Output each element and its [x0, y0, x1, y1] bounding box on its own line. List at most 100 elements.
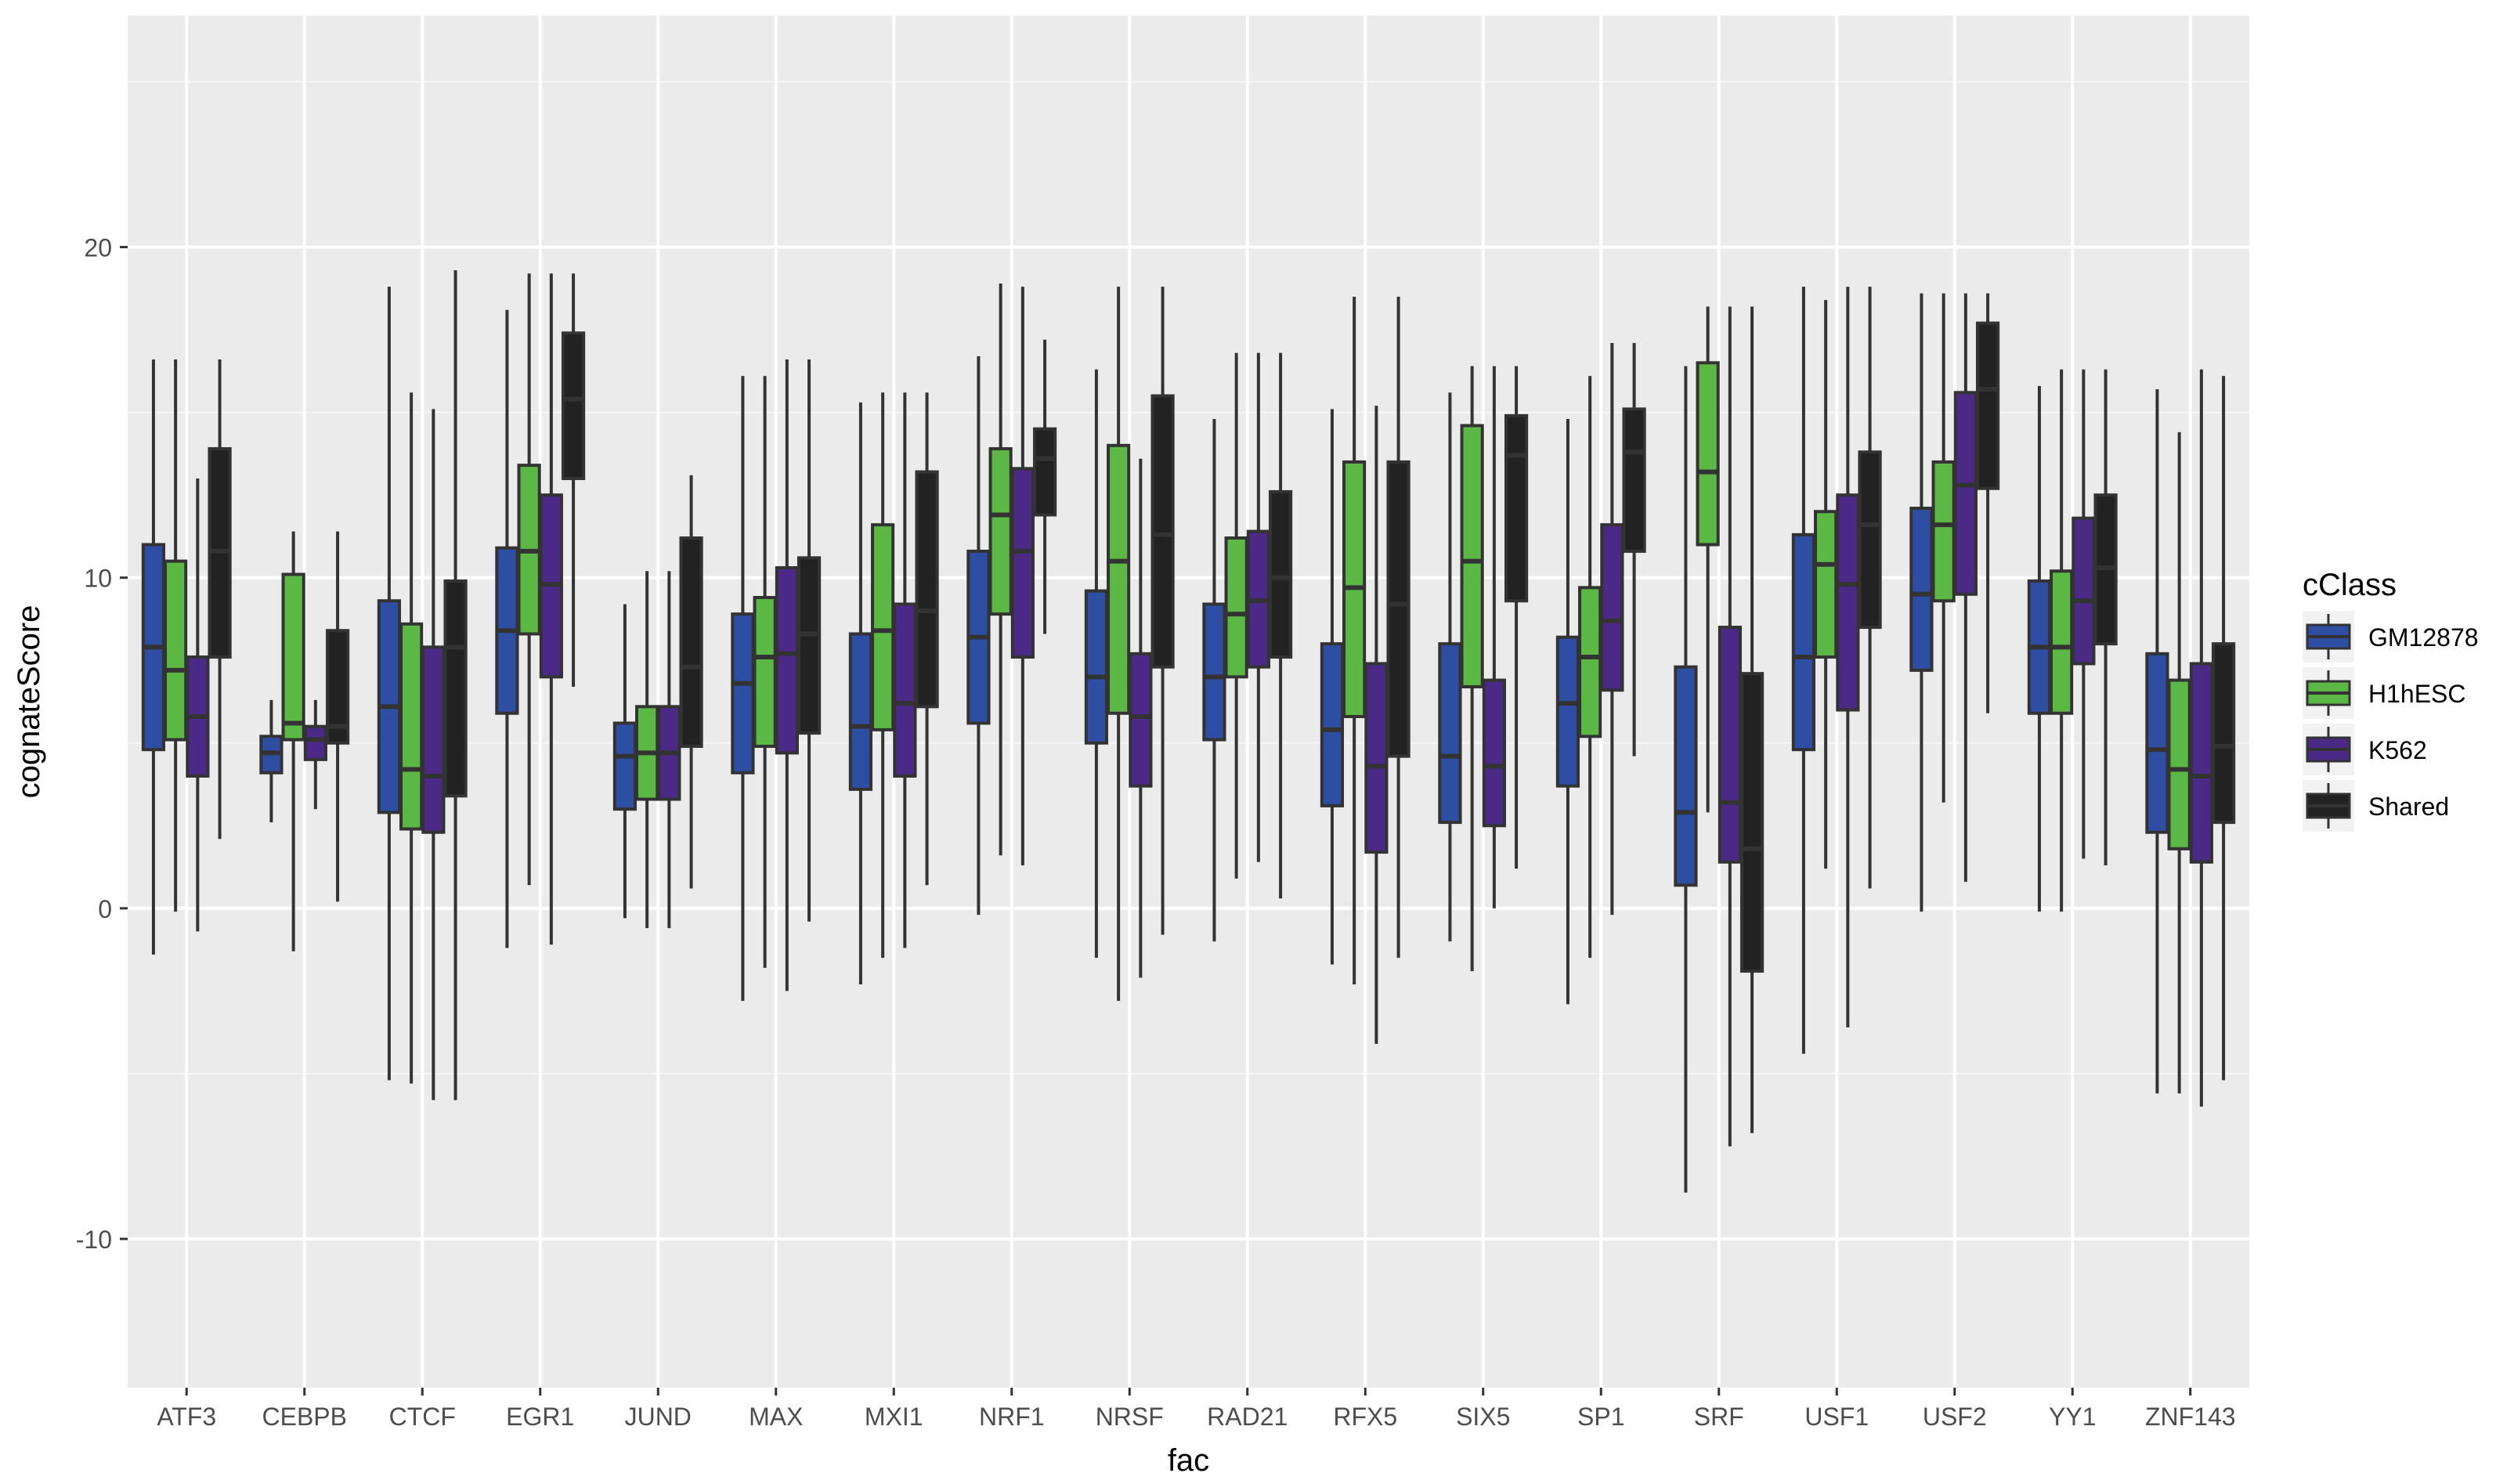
box-H1hESC-NRSF: [1107, 287, 1131, 1002]
x-tick-label: USF2: [1923, 1403, 1987, 1431]
box-body: [1622, 407, 1646, 553]
x-tick-label: RAD21: [1207, 1403, 1288, 1431]
box-GM12878-YY1: [2027, 385, 2052, 912]
box-body: [1150, 394, 1175, 669]
box-H1hESC-USF2: [1931, 293, 1956, 803]
box-body: [1600, 523, 1624, 692]
box-GM12878-MAX: [731, 376, 755, 1002]
x-axis-title: fac: [1168, 1443, 1209, 1478]
box-Shared-NRSF: [1150, 287, 1175, 935]
box-body: [988, 447, 1013, 616]
box-K562-SRF: [1718, 306, 1742, 1146]
box-H1hESC-SRF: [1696, 306, 1720, 813]
x-tick-label: SP1: [1577, 1403, 1624, 1431]
box-H1hESC-YY1: [2050, 369, 2074, 912]
box-K562-YY1: [2072, 369, 2096, 859]
box-body: [915, 470, 939, 709]
box-K562-RFX5: [1364, 406, 1389, 1044]
box-H1hESC-ATF3: [164, 359, 188, 912]
x-tick-label: SRF: [1694, 1403, 1744, 1431]
box-body: [796, 556, 822, 735]
box-Shared-USF1: [1858, 287, 1882, 889]
box-body: [1814, 510, 1838, 659]
box-body: [1032, 427, 1057, 517]
x-tick-label: NRSF: [1096, 1403, 1164, 1431]
box-K562-EGR1: [539, 273, 563, 945]
box-body: [1674, 665, 1698, 887]
boxes-layer: [141, 270, 2236, 1193]
y-tick-label: -10: [76, 1226, 112, 1254]
box-K562-CTCF: [421, 409, 446, 1100]
box-K562-USF1: [1836, 287, 1860, 1027]
legend-title: cClass: [2303, 568, 2397, 602]
box-body: [1386, 460, 1411, 758]
box-K562-ZNF143: [2189, 369, 2213, 1107]
box-body: [679, 536, 703, 748]
box-body: [1504, 413, 1529, 603]
box-body: [1791, 533, 1816, 752]
box-H1hESC-NRF1: [988, 283, 1013, 856]
box-Shared-JUND: [679, 475, 703, 889]
x-tick-label: MXI1: [865, 1403, 923, 1431]
legend-label: H1hESC: [2368, 680, 2466, 708]
x-axis: ATF3 CEBPB CTCF EGR1 JUND MAX MXI1 NRF1 NRSF RAD2…: [157, 1388, 2236, 1431]
box-body: [1320, 642, 1345, 807]
box-GM12878-CEBPB: [259, 699, 284, 823]
legend: cClass GM12878 H1hESC K562 Shared: [2303, 568, 2479, 832]
box-GM12878-ZNF143: [2145, 389, 2169, 1094]
box-K562-NRF1: [1010, 287, 1035, 865]
x-tick-label: EGR1: [506, 1403, 574, 1431]
box-Shared-MXI1: [915, 392, 939, 886]
box-H1hESC-SIX5: [1460, 366, 1484, 972]
box-GM12878-SRF: [1674, 366, 1698, 1193]
box-Shared-USF2: [1975, 293, 2000, 713]
legend-key-Shared: [2303, 780, 2354, 832]
plot-panel: [128, 16, 2249, 1388]
x-tick-label: USF1: [1804, 1403, 1869, 1431]
legend-label: Shared: [2368, 793, 2449, 821]
x-tick-label: ATF3: [157, 1403, 216, 1431]
box-K562-MXI1: [893, 392, 917, 948]
box-body: [1578, 586, 1602, 738]
box-body: [1836, 493, 1860, 712]
box-Shared-SRF: [1739, 306, 1764, 1133]
box-H1hESC-SP1: [1578, 376, 1602, 959]
box-Shared-MAX: [796, 359, 822, 922]
box-body: [2072, 516, 2096, 666]
box-Shared-EGR1: [561, 273, 586, 688]
legend-key-GM12878: [2303, 611, 2354, 663]
x-tick-label: NRF1: [979, 1403, 1045, 1431]
box-K562-JUND: [657, 571, 681, 929]
legend-label: K562: [2368, 736, 2427, 764]
box-body: [1129, 652, 1153, 788]
box-body: [871, 523, 895, 731]
box-body: [1268, 489, 1293, 659]
box-K562-USF2: [1953, 293, 1978, 883]
legend-key-H1hESC: [2303, 667, 2354, 719]
box-body: [421, 645, 446, 834]
box-K562-NRSF: [1129, 458, 1153, 978]
y-axis-title: cognateScore: [12, 605, 46, 799]
grid-minor: [128, 81, 2249, 1074]
box-GM12878-USF1: [1791, 287, 1816, 1054]
box-Shared-RFX5: [1386, 296, 1411, 959]
box-Shared-CTCF: [443, 270, 468, 1100]
box-Shared-ZNF143: [2211, 376, 2236, 1081]
box-body: [1975, 321, 2000, 490]
box-body: [1739, 672, 1764, 973]
x-tick-label: MAX: [749, 1403, 803, 1431]
box-Shared-ATF3: [208, 359, 232, 839]
box-GM12878-USF2: [1909, 293, 1934, 912]
box-body: [303, 724, 327, 761]
box-body: [612, 721, 638, 811]
box-body: [775, 566, 799, 755]
box-Shared-RAD21: [1268, 352, 1293, 899]
box-body: [1953, 391, 1978, 596]
box-Shared-CEBPB: [325, 531, 350, 902]
box-H1hESC-RFX5: [1342, 296, 1367, 984]
box-K562-SIX5: [1482, 366, 1506, 908]
y-tick-label: 10: [84, 565, 112, 593]
box-body: [1460, 424, 1484, 689]
box-Shared-SP1: [1622, 342, 1646, 756]
